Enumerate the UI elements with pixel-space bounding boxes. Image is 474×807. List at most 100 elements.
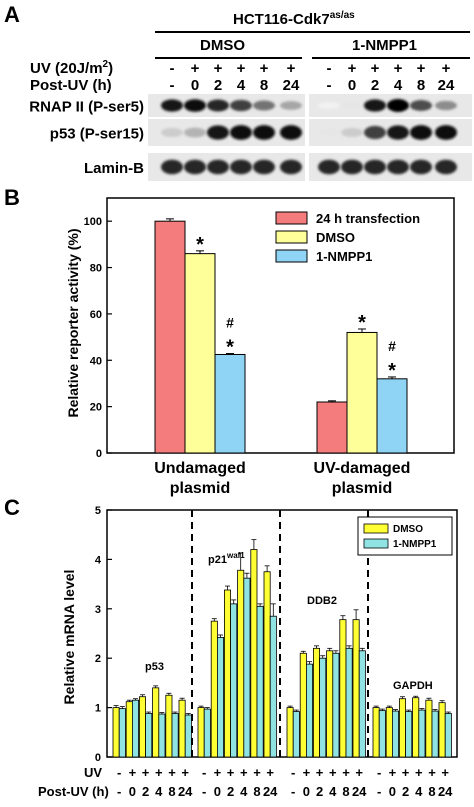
western-blots: RNAP II (P-ser5) p53 (P-ser15) Lamin-B [29, 94, 472, 181]
post-uv-value: - [117, 784, 121, 799]
post-uv-value: 0 [348, 77, 356, 94]
y-tick-label: 4 [95, 554, 102, 566]
uv-sign: + [129, 765, 137, 780]
blot-band [364, 159, 386, 175]
bar [237, 569, 245, 758]
post-uv-value: 0 [191, 77, 199, 94]
uv-sign: + [214, 765, 222, 780]
significance-mark: * [358, 312, 366, 334]
legend-label: 1-NMPP1 [316, 249, 372, 264]
bar [444, 713, 452, 758]
blot-band [410, 125, 432, 140]
gene-label: GAPDH [393, 680, 433, 692]
bar [286, 707, 294, 758]
significance-mark: * [196, 234, 204, 256]
post-uv-value: - [377, 784, 381, 799]
uv-row-label-sup: 2 [103, 59, 109, 70]
post-uv-row-label: Post-UV (h) [38, 784, 109, 799]
uv-sign: + [240, 765, 248, 780]
lane-labels: - + + + + + - + + + + +- 0 2 4 8 24-0 2 4 8 24 [170, 60, 455, 94]
uv-row-label-main: UV (20J/m [30, 60, 103, 77]
bar [125, 701, 133, 758]
bar [230, 603, 238, 758]
uv-sign: - [117, 765, 121, 780]
bar [250, 549, 258, 758]
bar [145, 713, 153, 758]
uv-row-label: UV [84, 765, 102, 780]
bar [412, 697, 420, 758]
post-uv-value: 2 [142, 784, 149, 799]
bar [165, 694, 173, 758]
y-tick-label: 5 [95, 505, 101, 517]
gene-name: p53 [145, 661, 164, 673]
blot-band [253, 125, 275, 140]
panel-b-label: B [4, 185, 20, 210]
blot-band [280, 101, 302, 110]
panel-c: C Relative mRNA level UV Post-UV (h) 0 1 2… [4, 495, 458, 799]
bar [131, 699, 139, 758]
gene-name: DDB2 [307, 595, 337, 607]
legend-swatch [275, 249, 308, 263]
uv-sign: - [170, 60, 175, 77]
blot-band [364, 125, 386, 140]
bar [299, 652, 307, 758]
post-uv-value: 4 [394, 77, 403, 94]
bar [405, 711, 413, 758]
bar [256, 605, 264, 758]
post-uv-value: 2 [316, 784, 323, 799]
uv-sign: + [329, 765, 337, 780]
panel-b: B Relative reporter activity (%) 0 20 40 60… [4, 185, 455, 497]
cell-line-superscript: as/as [330, 10, 355, 21]
reporter-activity-chart: 0 20 40 60 80 100 * * # * * # Undamaged plasmid UV-dam… [84, 197, 455, 497]
blot-band [184, 159, 206, 175]
blot-band [435, 125, 457, 140]
gene-label: DDB2 [307, 595, 337, 607]
post-uv-value: 24 [438, 784, 453, 799]
plot-frame [106, 509, 458, 758]
legend-swatch [363, 523, 389, 534]
bar [346, 331, 378, 454]
legend-label: 24 h transfection [316, 211, 420, 226]
blot-band [387, 125, 409, 140]
blot-band [410, 159, 432, 175]
significance-mark: # [226, 315, 234, 331]
uv-sign: + [428, 765, 436, 780]
blot-label: p53 (P-ser15) [50, 126, 144, 143]
uv-sign: + [348, 60, 357, 77]
category-label: plasmid [170, 480, 230, 497]
bar [263, 571, 271, 758]
legend-label: DMSO [316, 230, 355, 245]
blot-label: Lamin-B [84, 160, 144, 177]
blot-band [341, 127, 363, 138]
post-uv-value: 0 [129, 784, 136, 799]
blot-band [280, 159, 302, 175]
bar [214, 353, 246, 454]
bar [197, 707, 205, 758]
uv-sign: + [441, 765, 449, 780]
bar [398, 698, 406, 758]
y-tick-label: 3 [95, 604, 101, 616]
uv-sign: + [303, 765, 311, 780]
uv-row-label-end: ) [108, 60, 113, 77]
y-tick-label: 60 [90, 309, 102, 321]
blot-band [161, 159, 183, 175]
bar [431, 710, 439, 758]
uv-sign: + [287, 60, 296, 77]
panel-c-label: C [4, 495, 20, 520]
bar [372, 707, 380, 758]
group-label-dmso: DMSO [200, 37, 245, 54]
blot-band [387, 99, 409, 112]
uv-sign: + [168, 765, 176, 780]
bar [184, 253, 216, 454]
uv-sign: + [394, 60, 403, 77]
bar [316, 401, 348, 454]
blot-band [161, 127, 183, 138]
y-tick-label: 2 [95, 653, 101, 665]
mrna-level-chart: 012345p53--+0+2+4+8+24p21waf1--+0+2+4+8+… [95, 505, 458, 799]
blot-band [253, 100, 275, 111]
bar [243, 577, 251, 758]
gene-name-sup: waf1 [226, 551, 245, 560]
bar [385, 707, 393, 758]
